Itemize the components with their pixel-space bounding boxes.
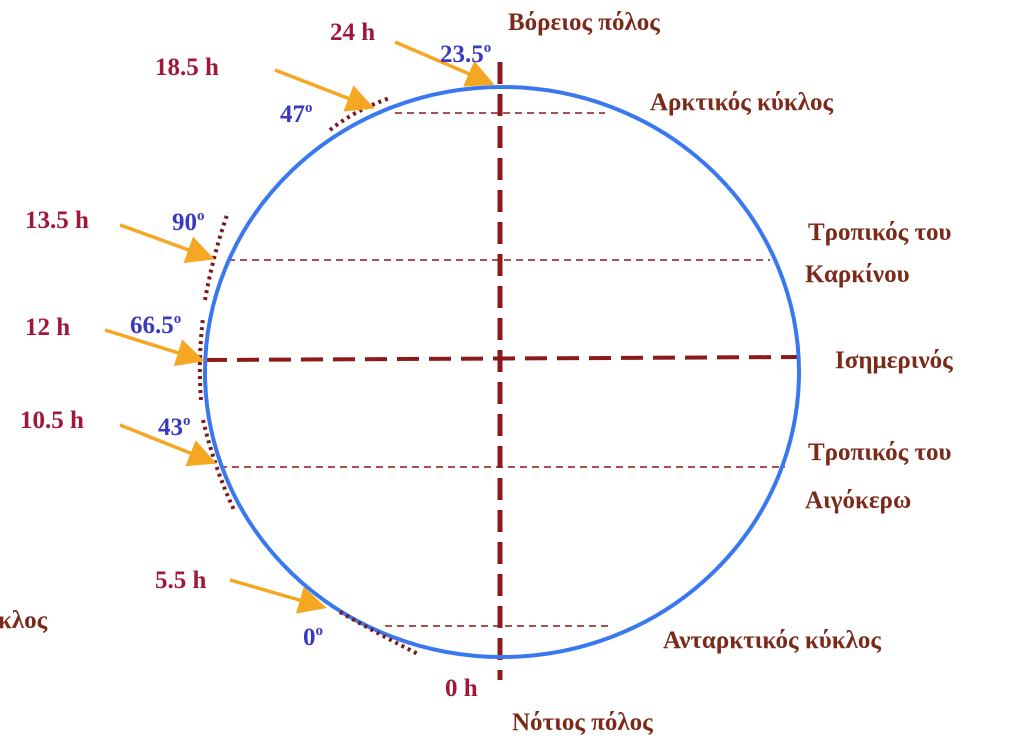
arctic-label: Αρκτικός κύκλος <box>650 89 834 116</box>
north-pole-label: Βόρειος πόλος <box>508 9 660 36</box>
ray <box>229 578 327 614</box>
antarctic-label: Ανταρκτικός κύκλος <box>663 627 881 654</box>
equator-label: Ισημερινός <box>835 347 953 374</box>
angle-label: 23.5o <box>440 40 491 68</box>
degree-sign: o <box>316 623 324 639</box>
degree-sign: o <box>305 100 313 116</box>
cancer-label: Τροπικός του <box>808 219 951 246</box>
degree-sign: o <box>174 311 182 327</box>
capricorn-label: Τροπικός του <box>808 439 951 466</box>
hour-label: 24 h <box>330 19 375 46</box>
angle-label: 0o <box>303 623 323 651</box>
arc <box>197 317 205 401</box>
hour-label: 5.5 h <box>155 567 207 594</box>
angle-label: 47o <box>280 100 313 128</box>
ray <box>119 423 217 467</box>
ray <box>104 328 205 367</box>
angle-label: 66.5o <box>130 311 181 339</box>
hour-label: 0 h <box>445 675 478 702</box>
arc <box>201 419 237 513</box>
degree-sign: o <box>484 40 492 56</box>
ray <box>274 68 375 112</box>
hour-label: 10.5 h <box>20 407 84 434</box>
south-pole-label: Νότιος πόλος <box>512 709 653 736</box>
earth-circle <box>203 85 801 659</box>
angle-label: 90o <box>172 208 205 236</box>
ray <box>394 40 495 87</box>
sun-rays <box>104 40 495 614</box>
angle-label: 43o <box>158 413 191 441</box>
ray <box>119 223 215 263</box>
capricorn-label: Αιγόκερω <box>805 487 911 514</box>
sun-arcs <box>197 96 421 657</box>
degree-sign: o <box>183 413 191 429</box>
hour-label: 12 h <box>25 314 70 341</box>
degree-sign: o <box>197 208 205 224</box>
arc <box>339 610 421 657</box>
hour-label: 13.5 h <box>25 207 89 234</box>
arc <box>203 211 230 301</box>
cut-label: κλος <box>0 607 48 634</box>
hour-label: 18.5 h <box>155 54 219 81</box>
latitude-lines <box>204 62 801 680</box>
cancer-label: Καρκίνου <box>805 261 910 288</box>
